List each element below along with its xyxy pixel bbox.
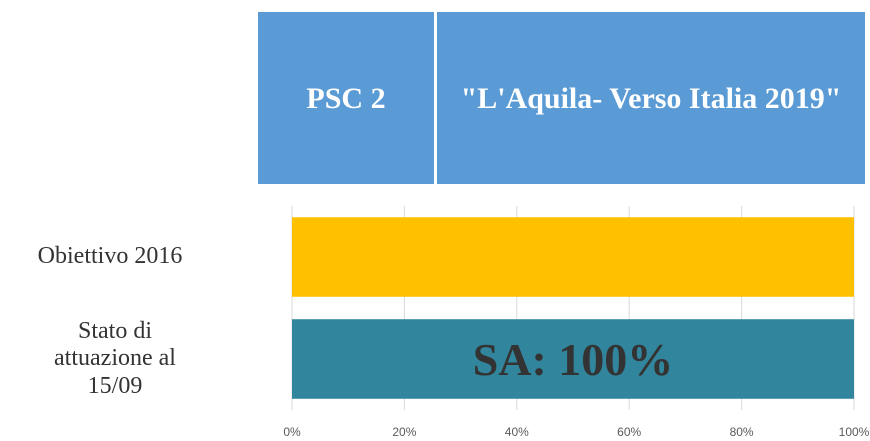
x-tick-label: 20% <box>392 425 416 439</box>
header-cell: "L'Aquila- Verso Italia 2019" <box>437 12 865 184</box>
header-cell: PSC 2 <box>258 12 434 184</box>
x-tick-label: 100% <box>839 425 870 439</box>
x-tick-label: 80% <box>730 425 754 439</box>
x-tick-label: 0% <box>283 425 301 439</box>
y-tick-label: Obiettivo 2016 <box>37 243 183 270</box>
y-tick-label: Stato di attuazione al 15/09 <box>54 317 176 399</box>
x-tick-label: 60% <box>617 425 641 439</box>
bar <box>292 217 854 297</box>
data-label: SA: 100% <box>473 334 674 385</box>
bar <box>292 319 854 399</box>
x-tick-label: 40% <box>505 425 529 439</box>
